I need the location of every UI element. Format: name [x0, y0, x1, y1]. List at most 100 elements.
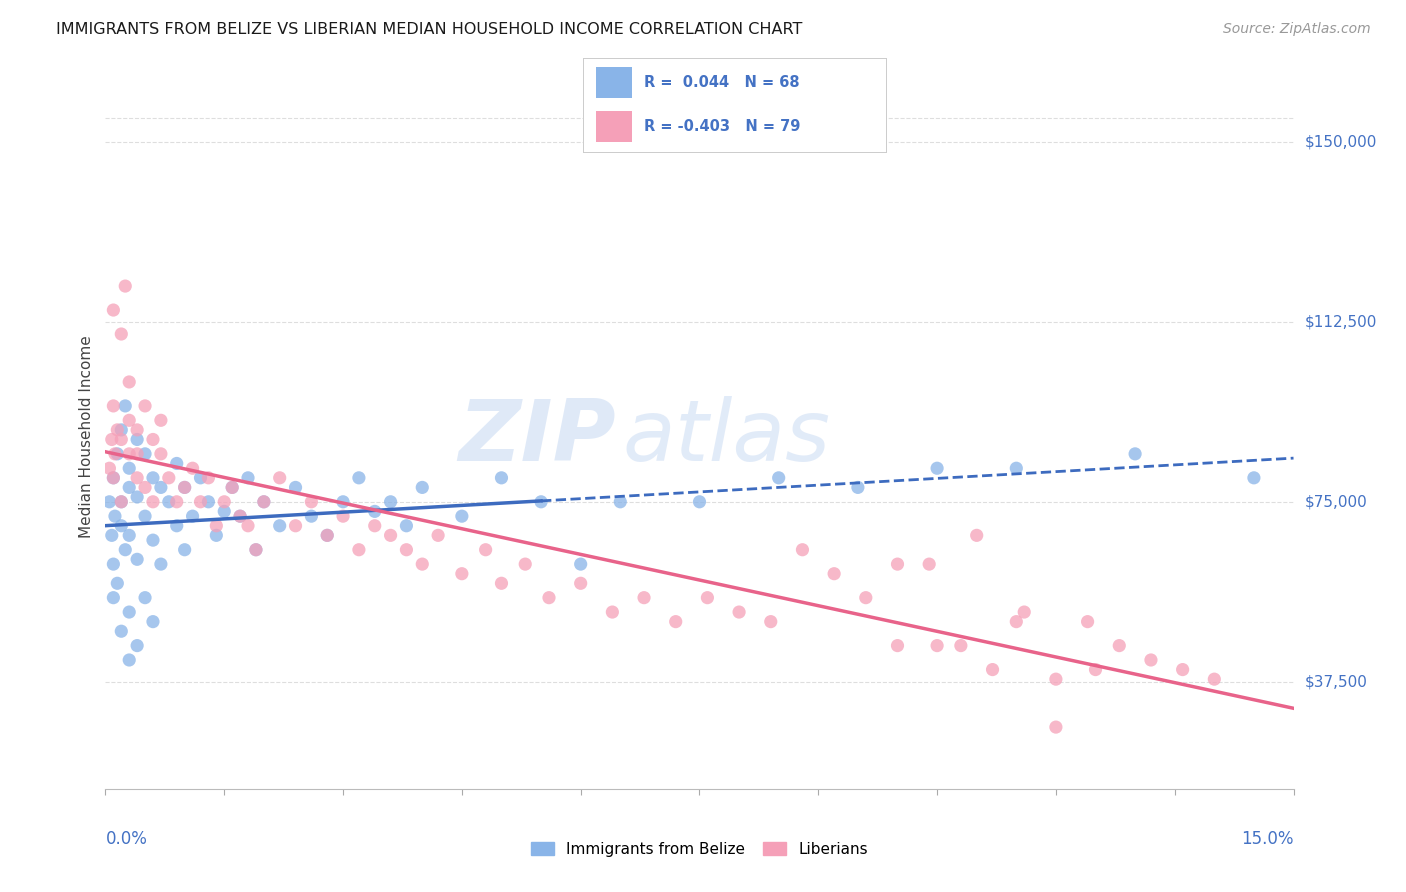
Point [347, 471, 370, 485]
Point [284, 480, 307, 494]
Point [98, 461, 121, 475]
Point [134, 480, 156, 494]
Point [411, 480, 433, 494]
Point [181, 509, 204, 524]
Point [316, 528, 339, 542]
Point [110, 624, 132, 639]
Point [142, 433, 165, 447]
Text: 15.0%: 15.0% [1241, 830, 1294, 847]
Point [104, 509, 127, 524]
Point [1045, 672, 1067, 686]
Point [689, 495, 711, 509]
Point [118, 375, 141, 389]
Point [633, 591, 655, 605]
Point [101, 433, 124, 447]
Point [450, 509, 472, 524]
Point [855, 591, 877, 605]
Point [1012, 605, 1035, 619]
Point [569, 557, 592, 571]
Point [245, 542, 267, 557]
Point [515, 557, 537, 571]
Point [411, 557, 433, 571]
Point [602, 605, 624, 619]
Point [127, 423, 149, 437]
Point [229, 509, 252, 524]
Point [491, 576, 513, 591]
Point [823, 566, 845, 581]
Point [569, 576, 592, 591]
Point [949, 639, 972, 653]
Point [157, 495, 180, 509]
Point [149, 413, 172, 427]
Point [142, 495, 165, 509]
Point [395, 542, 418, 557]
Point [166, 457, 188, 471]
Point [118, 413, 141, 427]
Point [105, 576, 128, 591]
Point [1005, 461, 1028, 475]
Point [197, 471, 219, 485]
Point [118, 480, 141, 494]
Point [181, 461, 204, 475]
Text: $75,000: $75,000 [1305, 494, 1368, 509]
Point [142, 533, 165, 548]
Text: $112,500: $112,500 [1305, 315, 1376, 329]
Point [253, 495, 276, 509]
Point [1204, 672, 1226, 686]
Point [173, 542, 195, 557]
Y-axis label: Median Household Income: Median Household Income [79, 335, 94, 539]
Point [299, 495, 322, 509]
Point [110, 423, 132, 437]
Point [609, 495, 631, 509]
Point [110, 326, 132, 341]
Text: $150,000: $150,000 [1305, 135, 1376, 150]
Point [253, 495, 276, 509]
Point [214, 504, 236, 518]
Point [221, 480, 243, 494]
Point [134, 447, 156, 461]
Text: IMMIGRANTS FROM BELIZE VS LIBERIAN MEDIAN HOUSEHOLD INCOME CORRELATION CHART: IMMIGRANTS FROM BELIZE VS LIBERIAN MEDIA… [56, 22, 803, 37]
Point [380, 528, 402, 542]
Point [110, 495, 132, 509]
Point [103, 471, 125, 485]
Point [1171, 663, 1194, 677]
Point [1140, 653, 1163, 667]
Point [127, 552, 149, 566]
Point [149, 480, 172, 494]
Text: atlas: atlas [623, 395, 831, 479]
Point [173, 480, 195, 494]
Text: Source: ZipAtlas.com: Source: ZipAtlas.com [1223, 22, 1371, 37]
Point [696, 591, 718, 605]
Point [450, 566, 472, 581]
Point [166, 495, 188, 509]
Point [284, 518, 307, 533]
Point [104, 447, 127, 461]
Point [127, 447, 149, 461]
Point [98, 495, 121, 509]
Point [103, 557, 125, 571]
Text: R =  0.044   N = 68: R = 0.044 N = 68 [644, 75, 800, 90]
Point [142, 471, 165, 485]
Point [395, 518, 418, 533]
Point [101, 528, 124, 542]
Point [1108, 639, 1130, 653]
Point [149, 557, 172, 571]
Point [537, 591, 560, 605]
Point [149, 447, 172, 461]
Point [110, 495, 132, 509]
Point [236, 518, 259, 533]
Point [166, 518, 188, 533]
Point [1084, 663, 1107, 677]
Point [103, 399, 125, 413]
Point [103, 303, 125, 318]
Point [127, 490, 149, 504]
Point [792, 542, 814, 557]
Point [886, 639, 908, 653]
Point [886, 557, 908, 571]
Text: ZIP: ZIP [458, 395, 616, 479]
Point [925, 639, 948, 653]
Point [173, 480, 195, 494]
Point [205, 518, 228, 533]
Point [427, 528, 450, 542]
Point [114, 279, 136, 293]
